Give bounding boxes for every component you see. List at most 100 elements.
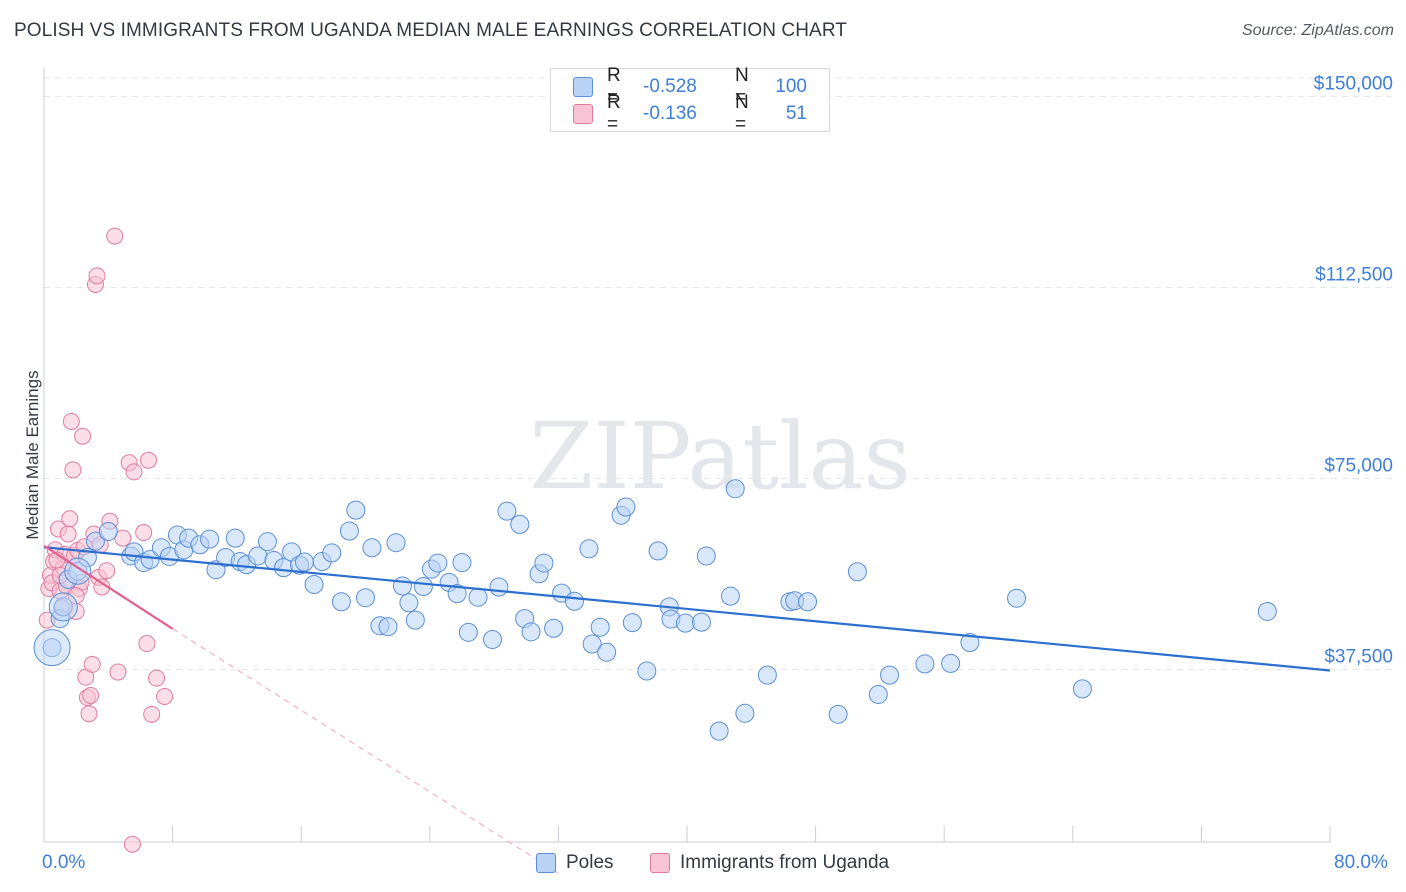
uganda-point: [106, 227, 124, 245]
uganda-trend-extension: [172, 628, 559, 874]
uganda-point: [83, 655, 101, 673]
uganda-point: [109, 663, 127, 681]
uganda-point: [156, 688, 174, 706]
poles-point-large: [48, 592, 78, 622]
uganda-point: [74, 427, 92, 445]
poles-point: [828, 704, 848, 724]
legend-label-poles: Poles: [566, 852, 614, 873]
poles-point-large: [64, 557, 92, 585]
poles-point: [378, 617, 398, 637]
trend-lines: [43, 544, 1331, 874]
uganda-point: [135, 524, 153, 542]
poles-point: [564, 591, 584, 611]
poles-point: [798, 592, 818, 612]
poles-point: [482, 629, 502, 649]
uganda-trend-line: [43, 544, 174, 630]
watermark-zip: ZIPatlas: [529, 403, 910, 510]
poles-point: [534, 553, 554, 573]
uganda-point: [125, 463, 143, 481]
poles-point: [616, 497, 636, 517]
poles-point: [735, 703, 755, 723]
poles-point: [582, 634, 602, 654]
poles-point: [544, 618, 564, 638]
gridlines: [44, 77, 1394, 671]
uganda-point: [62, 412, 80, 430]
poles-point: [200, 529, 220, 549]
poles-point: [510, 514, 530, 534]
poles-point: [339, 521, 359, 541]
poles-point: [868, 684, 888, 704]
poles-point: [452, 553, 472, 573]
poles-point: [356, 588, 375, 608]
uganda-point: [59, 525, 77, 543]
poles-point: [637, 661, 657, 681]
poles-point: [392, 576, 412, 596]
poles-point: [1072, 679, 1092, 699]
poles-point: [294, 552, 314, 572]
poles-points: [33, 479, 1277, 741]
uganda-point: [98, 562, 116, 580]
poles-point: [362, 538, 382, 558]
poles-point: [597, 642, 617, 662]
poles-point: [709, 721, 729, 741]
poles-point: [880, 665, 900, 685]
poles-point: [497, 501, 517, 521]
poles-point: [274, 558, 294, 578]
poles-point: [447, 584, 467, 604]
uganda-point: [148, 669, 166, 687]
x-tick-max: 80.0%: [1334, 852, 1388, 873]
poles-point: [941, 653, 961, 673]
legend-label-uganda: Immigrants from Uganda: [680, 852, 890, 873]
poles-point: [386, 533, 406, 553]
poles-point: [720, 586, 740, 606]
poles-point: [458, 622, 478, 642]
legend-row-uganda: R = -0.136 N = 51: [573, 92, 807, 135]
poles-point: [331, 592, 351, 612]
n-value: 51: [785, 103, 807, 124]
poles-point: [304, 574, 324, 594]
poles-point: [622, 613, 642, 633]
poles-point: [428, 553, 448, 573]
poles-point: [85, 531, 105, 551]
y-tick-label: $75,000: [1324, 456, 1393, 477]
uganda-point: [64, 461, 82, 479]
poles-point: [521, 622, 541, 642]
uganda-swatch: [650, 853, 670, 873]
uganda-point: [61, 510, 79, 528]
poles-point: [725, 479, 745, 499]
poles-point: [847, 562, 867, 582]
uganda-point: [139, 451, 157, 469]
uganda-point: [123, 835, 141, 853]
uganda-point: [88, 267, 106, 285]
legend-row-poles: R = -0.528 N = 100: [573, 65, 807, 108]
poles-swatch: [536, 853, 556, 873]
uganda-points: [38, 227, 174, 853]
legend-item-poles[interactable]: Poles: [536, 852, 614, 874]
poles-point: [648, 541, 668, 561]
y-tick-label: $112,500: [1315, 265, 1393, 286]
legend-item-uganda[interactable]: Immigrants from Uganda: [650, 852, 889, 874]
poles-point: [468, 587, 488, 607]
poles-point: [590, 617, 610, 637]
poles-trend-line: [43, 546, 1331, 672]
y-tick-label: $150,000: [1314, 74, 1393, 95]
uganda-point: [143, 705, 161, 723]
poles-point: [1007, 588, 1027, 608]
uganda-point: [82, 686, 100, 704]
axes: [43, 68, 1331, 843]
watermark: ZIPatlas: [529, 403, 910, 510]
uganda-swatch: [573, 104, 593, 124]
poles-point-large: [33, 629, 71, 667]
poles-point: [346, 500, 366, 520]
uganda-point: [80, 705, 98, 723]
poles-point: [579, 539, 599, 559]
poles-point: [675, 613, 695, 633]
uganda-point: [138, 635, 156, 653]
poles-point: [915, 654, 935, 674]
poles-point: [489, 577, 509, 597]
r-value: -0.528: [643, 76, 697, 97]
poles-point: [691, 612, 711, 632]
poles-point: [225, 528, 245, 548]
poles-swatch: [573, 77, 593, 97]
y-tick-label: $37,500: [1324, 647, 1393, 668]
